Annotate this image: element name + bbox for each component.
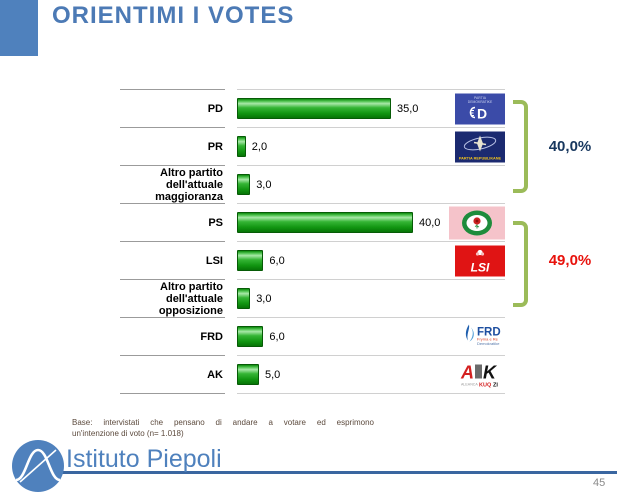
row-pr: PR 2,0 PARTIA REPUBLIKANE <box>120 127 505 165</box>
row-altro-maggioranza: Altro partito dell'attuale maggioranza 3… <box>120 165 505 203</box>
bar-value-label: 6,0 <box>269 330 285 343</box>
bar-value-label: 3,0 <box>256 178 272 191</box>
bar-track: 40,0 <box>237 203 505 241</box>
svg-text:A: A <box>460 362 474 382</box>
istituto-piepoli-logo-icon <box>12 440 64 492</box>
category-label: LSI <box>120 241 225 279</box>
row-ak: AK 5,0 A K ALEANCA KUQ ZI <box>120 355 505 393</box>
svg-text:KUQ: KUQ <box>479 382 492 388</box>
bar-track: 3,0 <box>237 279 505 317</box>
bar-track: 3,0 <box>237 165 505 203</box>
frd-party-logo-icon: FRD Fryma e Re Demokratike <box>455 320 505 353</box>
page-number: 45 <box>593 477 606 489</box>
ps-party-logo-icon <box>449 206 505 239</box>
bar-track: 2,0 PARTIA REPUBLIKANE <box>237 127 505 165</box>
category-label: PD <box>120 89 225 127</box>
bar-ps <box>237 212 413 233</box>
category-label: Altro partito dell'attuale maggioranza <box>120 165 225 203</box>
svg-text:PARTIA: PARTIA <box>474 96 487 100</box>
category-label: FRD <box>120 317 225 355</box>
category-label: PS <box>120 203 225 241</box>
base-note: Base: intervistati che pensano di andare… <box>72 417 374 439</box>
bar-track: 6,0 FRD Fryma e Re Demokratike <box>237 317 505 355</box>
bar-ak <box>237 364 259 385</box>
row-altro-opposizione: Altro partito dell'attuale opposizione 3… <box>120 279 505 317</box>
svg-text:Demokratike: Demokratike <box>477 341 500 346</box>
bar-value-label: 3,0 <box>256 292 272 305</box>
majority-total-label: 40,0% <box>548 138 592 155</box>
page-title: ORIENTIMI I VOTES <box>52 2 295 29</box>
lsi-party-logo-icon: LSI <box>455 245 505 276</box>
svg-text:LSI: LSI <box>471 260 490 274</box>
row-lsi: LSI 6,0 LSI <box>120 241 505 279</box>
svg-text:ZI: ZI <box>493 382 498 388</box>
svg-text:Fryma e Re: Fryma e Re <box>477 336 499 341</box>
bar-value-label: 2,0 <box>251 140 268 153</box>
opposition-group-bracket <box>513 221 528 307</box>
row-ps: PS 40,0 <box>120 203 505 241</box>
bar-value-label: 35,0 <box>397 102 419 115</box>
base-note-line2: un'intenzione di voto (n= 1.018) <box>72 429 184 438</box>
bar-pd <box>237 98 391 119</box>
bar-altro-opposizione <box>237 288 251 309</box>
bar-value-label: 40,0 <box>419 216 441 229</box>
opposition-total-label: 49,0% <box>548 252 592 269</box>
bar-frd <box>237 326 264 347</box>
bar-value-label: 5,0 <box>265 368 281 381</box>
ak-party-logo-icon: A K ALEANCA KUQ ZI <box>453 359 505 390</box>
category-label: Altro partito dell'attuale opposizione <box>120 279 225 317</box>
category-label: PR <box>120 127 225 165</box>
bar-chart: PD 35,0 PARTIA DEMOKRATIKE D PR 2,0 <box>120 89 505 394</box>
bar-lsi <box>237 250 264 271</box>
pr-party-logo-icon: PARTIA REPUBLIKANE <box>455 131 505 162</box>
accent-block <box>0 0 38 56</box>
svg-text:PARTIA REPUBLIKANE: PARTIA REPUBLIKANE <box>459 156 502 160</box>
base-note-line1: Base: intervistati che pensano di andare… <box>72 418 374 427</box>
brand-name: Istituto Piepoli <box>66 445 222 473</box>
svg-text:D: D <box>477 105 487 121</box>
bar-track: 6,0 LSI <box>237 241 505 279</box>
footer-divider-line <box>57 471 617 474</box>
row-pd: PD 35,0 PARTIA DEMOKRATIKE D <box>120 89 505 127</box>
bar-track: 35,0 PARTIA DEMOKRATIKE D <box>237 89 505 127</box>
pd-party-logo-icon: PARTIA DEMOKRATIKE D <box>455 93 505 124</box>
svg-text:FRD: FRD <box>477 326 501 338</box>
majority-group-bracket <box>513 100 528 193</box>
bar-pr <box>237 136 246 157</box>
svg-text:K: K <box>483 362 498 382</box>
bar-track: 5,0 A K ALEANCA KUQ ZI <box>237 355 505 393</box>
svg-text:DEMOKRATIKE: DEMOKRATIKE <box>468 100 493 104</box>
category-label: AK <box>120 355 225 393</box>
row-frd: FRD 6,0 FRD Fryma e Re Demokratike <box>120 317 505 355</box>
svg-text:ALEANCA: ALEANCA <box>461 382 478 386</box>
bar-value-label: 6,0 <box>269 254 285 267</box>
bar-altro-maggioranza <box>237 174 251 195</box>
